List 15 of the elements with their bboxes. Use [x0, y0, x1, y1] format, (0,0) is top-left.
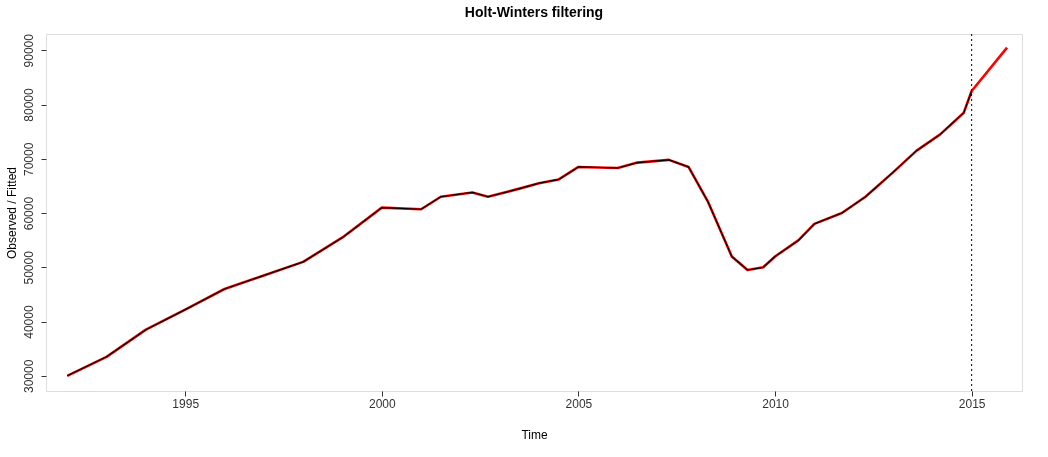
x-tick-label: 2010 [762, 396, 790, 411]
x-tick-label: 2015 [958, 396, 986, 411]
y-tick-label: 60000 [21, 196, 36, 231]
y-tick-label: 30000 [21, 359, 36, 393]
y-tick-label: 40000 [21, 305, 36, 339]
y-tick-label: 50000 [21, 250, 36, 285]
y-tick-label: 70000 [21, 142, 36, 176]
x-axis-title: Time [521, 427, 548, 442]
y-tick-label: 80000 [21, 88, 36, 122]
x-tick-label: 2000 [368, 396, 396, 411]
chart-title: Holt-Winters filtering [464, 3, 604, 20]
x-tick-label: 2005 [565, 396, 593, 411]
x-tick-label: 1995 [172, 396, 200, 411]
y-axis-title: Observed / Fitted [4, 166, 19, 260]
y-tick-label: 90000 [21, 33, 36, 68]
